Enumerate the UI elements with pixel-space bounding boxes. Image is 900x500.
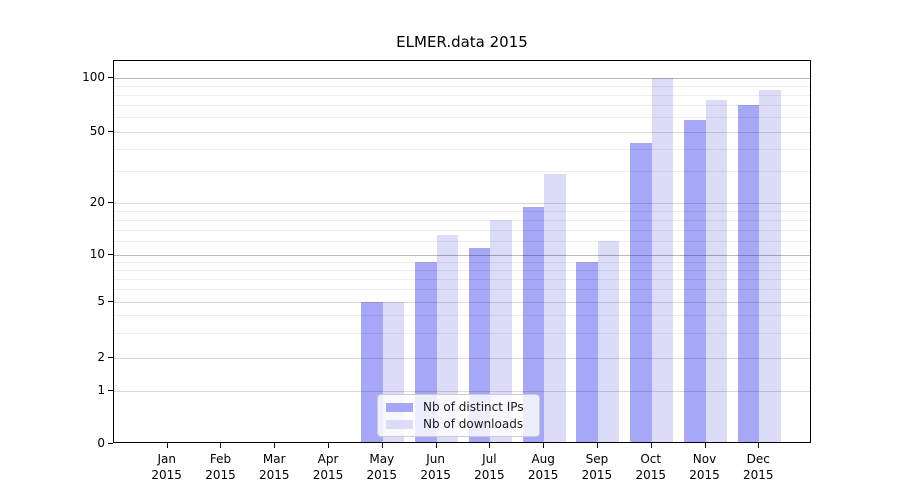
gridline-4 xyxy=(114,315,810,317)
ytick-label-2: 2 xyxy=(97,349,105,364)
gridline-8 xyxy=(114,270,810,272)
xtick-label-jul: Jul 2015 xyxy=(474,452,505,482)
bar-downloads-aug xyxy=(544,173,566,442)
ytick-mark xyxy=(108,201,113,203)
gridline-12 xyxy=(114,241,810,243)
bar-distinct-ips-oct xyxy=(630,143,652,442)
gridline-3 xyxy=(114,332,810,334)
ytick-mark xyxy=(108,130,113,132)
gridline-2 xyxy=(114,357,810,359)
legend-item-distinct-ips: Nb of distinct IPs xyxy=(386,400,531,414)
xtick-mark xyxy=(543,443,545,448)
bar-distinct-ips-sep xyxy=(576,262,598,442)
bar-distinct-ips-aug xyxy=(522,206,545,442)
ytick-label-20: 20 xyxy=(89,194,105,209)
ytick-mark xyxy=(108,254,113,255)
bar-downloads-sep xyxy=(597,241,620,442)
xtick-mark xyxy=(381,443,383,448)
chart-title: ELMER.data 2015 xyxy=(396,33,528,51)
gridline-6 xyxy=(114,289,810,291)
xtick-mark xyxy=(274,443,276,448)
legend-label: Nb of distinct IPs xyxy=(423,400,524,414)
legend-swatch-icon xyxy=(386,402,413,412)
gridline-10 xyxy=(114,255,810,256)
xtick-mark xyxy=(166,443,168,448)
legend-label: Nb of downloads xyxy=(423,417,524,431)
gridline-100 xyxy=(114,77,810,79)
gridline-50 xyxy=(114,131,810,133)
ytick-mark xyxy=(108,76,113,78)
xtick-mark xyxy=(704,443,706,448)
xtick-mark xyxy=(435,443,437,448)
xtick-label-sep: Sep 2015 xyxy=(581,452,613,482)
xtick-mark xyxy=(596,443,598,448)
ytick-mark xyxy=(108,356,113,358)
legend-item-downloads: Nb of downloads xyxy=(386,417,531,431)
gridline-20 xyxy=(114,202,810,204)
ytick-mark xyxy=(108,389,113,391)
xtick-label-apr: Apr 2015 xyxy=(312,452,344,482)
ytick-label-0: 0 xyxy=(97,436,105,450)
ytick-label-10: 10 xyxy=(89,247,105,261)
ytick-mark xyxy=(108,443,113,444)
bar-downloads-dec xyxy=(759,90,781,442)
xtick-mark xyxy=(328,443,330,448)
ytick-label-100: 100 xyxy=(82,69,105,84)
xtick-label-feb: Feb 2015 xyxy=(205,452,236,482)
ytick-label-50: 50 xyxy=(89,123,105,138)
gridline-14 xyxy=(114,229,810,231)
gridline-7 xyxy=(114,279,810,281)
gridline-70 xyxy=(114,105,810,107)
xtick-label-mar: Mar 2015 xyxy=(258,452,290,482)
ytick-label-1: 1 xyxy=(97,382,105,397)
gridline-40 xyxy=(114,148,810,150)
xtick-mark xyxy=(758,443,760,448)
gridline-5 xyxy=(114,301,810,303)
ytick-label-5: 5 xyxy=(97,293,105,308)
xtick-mark xyxy=(220,443,222,448)
gridline-18 xyxy=(114,210,810,212)
ytick-mark xyxy=(108,300,113,302)
gridline-30 xyxy=(114,171,810,173)
gridline-90 xyxy=(114,85,810,87)
bar-distinct-ips-dec xyxy=(737,105,760,442)
xtick-label-jan: Jan 2015 xyxy=(151,452,182,482)
xtick-mark xyxy=(489,443,491,448)
gridline-16 xyxy=(114,219,810,221)
gridline-9 xyxy=(114,262,810,264)
legend-swatch-icon xyxy=(386,419,413,429)
xtick-label-oct: Oct 2015 xyxy=(635,452,666,482)
xtick-label-dec: Dec 2015 xyxy=(742,452,774,482)
bar-downloads-jun xyxy=(436,235,459,442)
bar-downloads-nov xyxy=(705,99,727,442)
xtick-label-aug: Aug 2015 xyxy=(527,452,559,482)
gridline-80 xyxy=(114,94,810,96)
grid-layer xyxy=(114,61,810,442)
bar-downloads-oct xyxy=(651,77,674,442)
bar-downloads-jul xyxy=(490,219,512,442)
xtick-label-jun: Jun 2015 xyxy=(420,452,451,482)
xtick-label-nov: Nov 2015 xyxy=(689,452,720,482)
gridline-1 xyxy=(114,390,810,392)
gridline-60 xyxy=(114,117,810,119)
xtick-mark xyxy=(650,443,652,448)
bar-distinct-ips-nov xyxy=(684,119,706,442)
plot-area xyxy=(113,60,811,443)
legend: Nb of distinct IPs Nb of downloads xyxy=(377,394,540,437)
bar-distinct-ips-jul xyxy=(468,247,491,442)
bars-layer xyxy=(114,61,810,442)
xtick-label-may: May 2015 xyxy=(366,452,398,482)
